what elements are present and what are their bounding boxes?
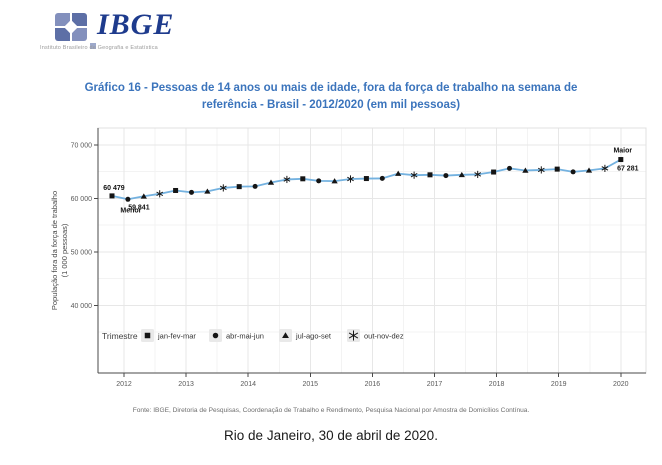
y-axis-title: População fora da força de trabalho <box>50 191 59 310</box>
legend: Trimestre jan-fev-mar abr-mai-jun jul-ago-s… <box>102 329 404 342</box>
data-point-marker <box>267 179 275 185</box>
y-axis-title-units: (1 000 pessoas) <box>60 223 69 277</box>
ibge-logo: IBGE Instituto Brasileiro de Geografia e… <box>40 8 210 56</box>
data-point-marker <box>395 170 402 176</box>
ibge-wordmark: IBGE <box>97 8 175 41</box>
legend-item-label: jan-fev-mar <box>157 331 196 340</box>
data-point-marker <box>427 172 433 178</box>
x-tick-label: 2014 <box>240 381 256 388</box>
data-point-marker <box>109 193 115 199</box>
legend-item-label: jul-ago-set <box>295 331 332 340</box>
x-tick-label: 2017 <box>427 381 443 388</box>
x-tick-label: 2016 <box>365 381 381 388</box>
y-tick-label: 40 000 <box>71 303 93 310</box>
data-point-marker <box>204 188 211 194</box>
data-point-marker <box>316 178 322 184</box>
ibge-caption: Instituto Brasileiro de Geografia e Esta… <box>40 45 158 51</box>
logo-small-square <box>90 43 96 49</box>
x-tick-label: 2012 <box>116 381 132 388</box>
logo-quadrant <box>55 28 70 41</box>
x-tick-label: 2018 <box>489 381 505 388</box>
ibge-logo-icon <box>55 13 88 42</box>
x-tick-label: 2020 <box>613 381 629 388</box>
data-point-marker <box>474 170 482 179</box>
legend-item-label: abr-mai-jun <box>226 331 264 340</box>
y-tick-label: 50 000 <box>71 249 93 256</box>
chart-title: Gráfico 16 - Pessoas de 14 anos ou mais … <box>0 80 662 114</box>
data-point-marker <box>283 175 291 184</box>
chart-title-line1: Gráfico 16 - Pessoas de 14 anos ou mais … <box>84 82 578 94</box>
x-tick-label: 2019 <box>551 381 567 388</box>
axes: 70 000 60 000 50 000 40 000 2012 2013 2014 2015… <box>50 128 646 388</box>
data-point-marker <box>347 175 354 183</box>
source-note: Fonte: IBGE, Diretoria de Pesquisas, Coo… <box>132 407 530 414</box>
data-point-marker <box>410 171 418 179</box>
data-point-marker <box>537 166 545 174</box>
data-point-marker <box>331 178 338 184</box>
first-value-label: 60 479 <box>103 185 125 192</box>
data-point-marker <box>156 190 164 198</box>
min-value-label: 59 841 <box>128 204 150 211</box>
data-point-marker <box>601 164 609 173</box>
data-point-marker <box>585 167 593 173</box>
legend-item-label: out-nov-dez <box>364 331 404 340</box>
dateline: Rio de Janeiro, 30 de abril de 2020. <box>224 428 438 443</box>
data-point-marker <box>173 187 179 193</box>
data-point-marker <box>379 175 385 181</box>
x-tick-label: 2013 <box>178 381 194 388</box>
legend-title: Trimestre <box>102 331 138 341</box>
max-name-label: Maior <box>613 148 632 155</box>
data-point-marker <box>443 173 449 179</box>
data-point-marker <box>140 193 147 199</box>
y-tick-label: 70 000 <box>71 143 93 150</box>
data-point-marker <box>125 196 131 202</box>
logo-quadrant <box>72 28 87 41</box>
data-point-marker <box>507 165 512 171</box>
data-point-marker <box>618 157 624 163</box>
min-name-label: Menor <box>120 207 141 214</box>
x-tick-label: 2015 <box>303 381 319 388</box>
logo-quadrant <box>72 13 87 26</box>
y-tick-label: 60 000 <box>71 196 93 203</box>
data-point-marker <box>491 169 497 175</box>
data-point-marker <box>219 184 227 192</box>
line-chart: 70 000 60 000 50 000 40 000 2012 2013 2014 2015… <box>50 127 647 388</box>
data-point-marker <box>554 166 560 172</box>
max-value-label: 67 281 <box>617 166 639 173</box>
data-point-marker <box>300 176 306 182</box>
data-point-marker <box>363 176 369 182</box>
data-point-marker <box>458 171 465 178</box>
data-points <box>109 157 624 202</box>
data-point-marker <box>236 184 242 190</box>
data-point-marker <box>189 189 194 195</box>
data-point-marker <box>522 167 529 173</box>
data-point-marker <box>252 183 258 189</box>
chart-title-line2: referência - Brasil - 2012/2020 (em mil … <box>201 99 461 111</box>
data-point-marker <box>570 169 576 175</box>
